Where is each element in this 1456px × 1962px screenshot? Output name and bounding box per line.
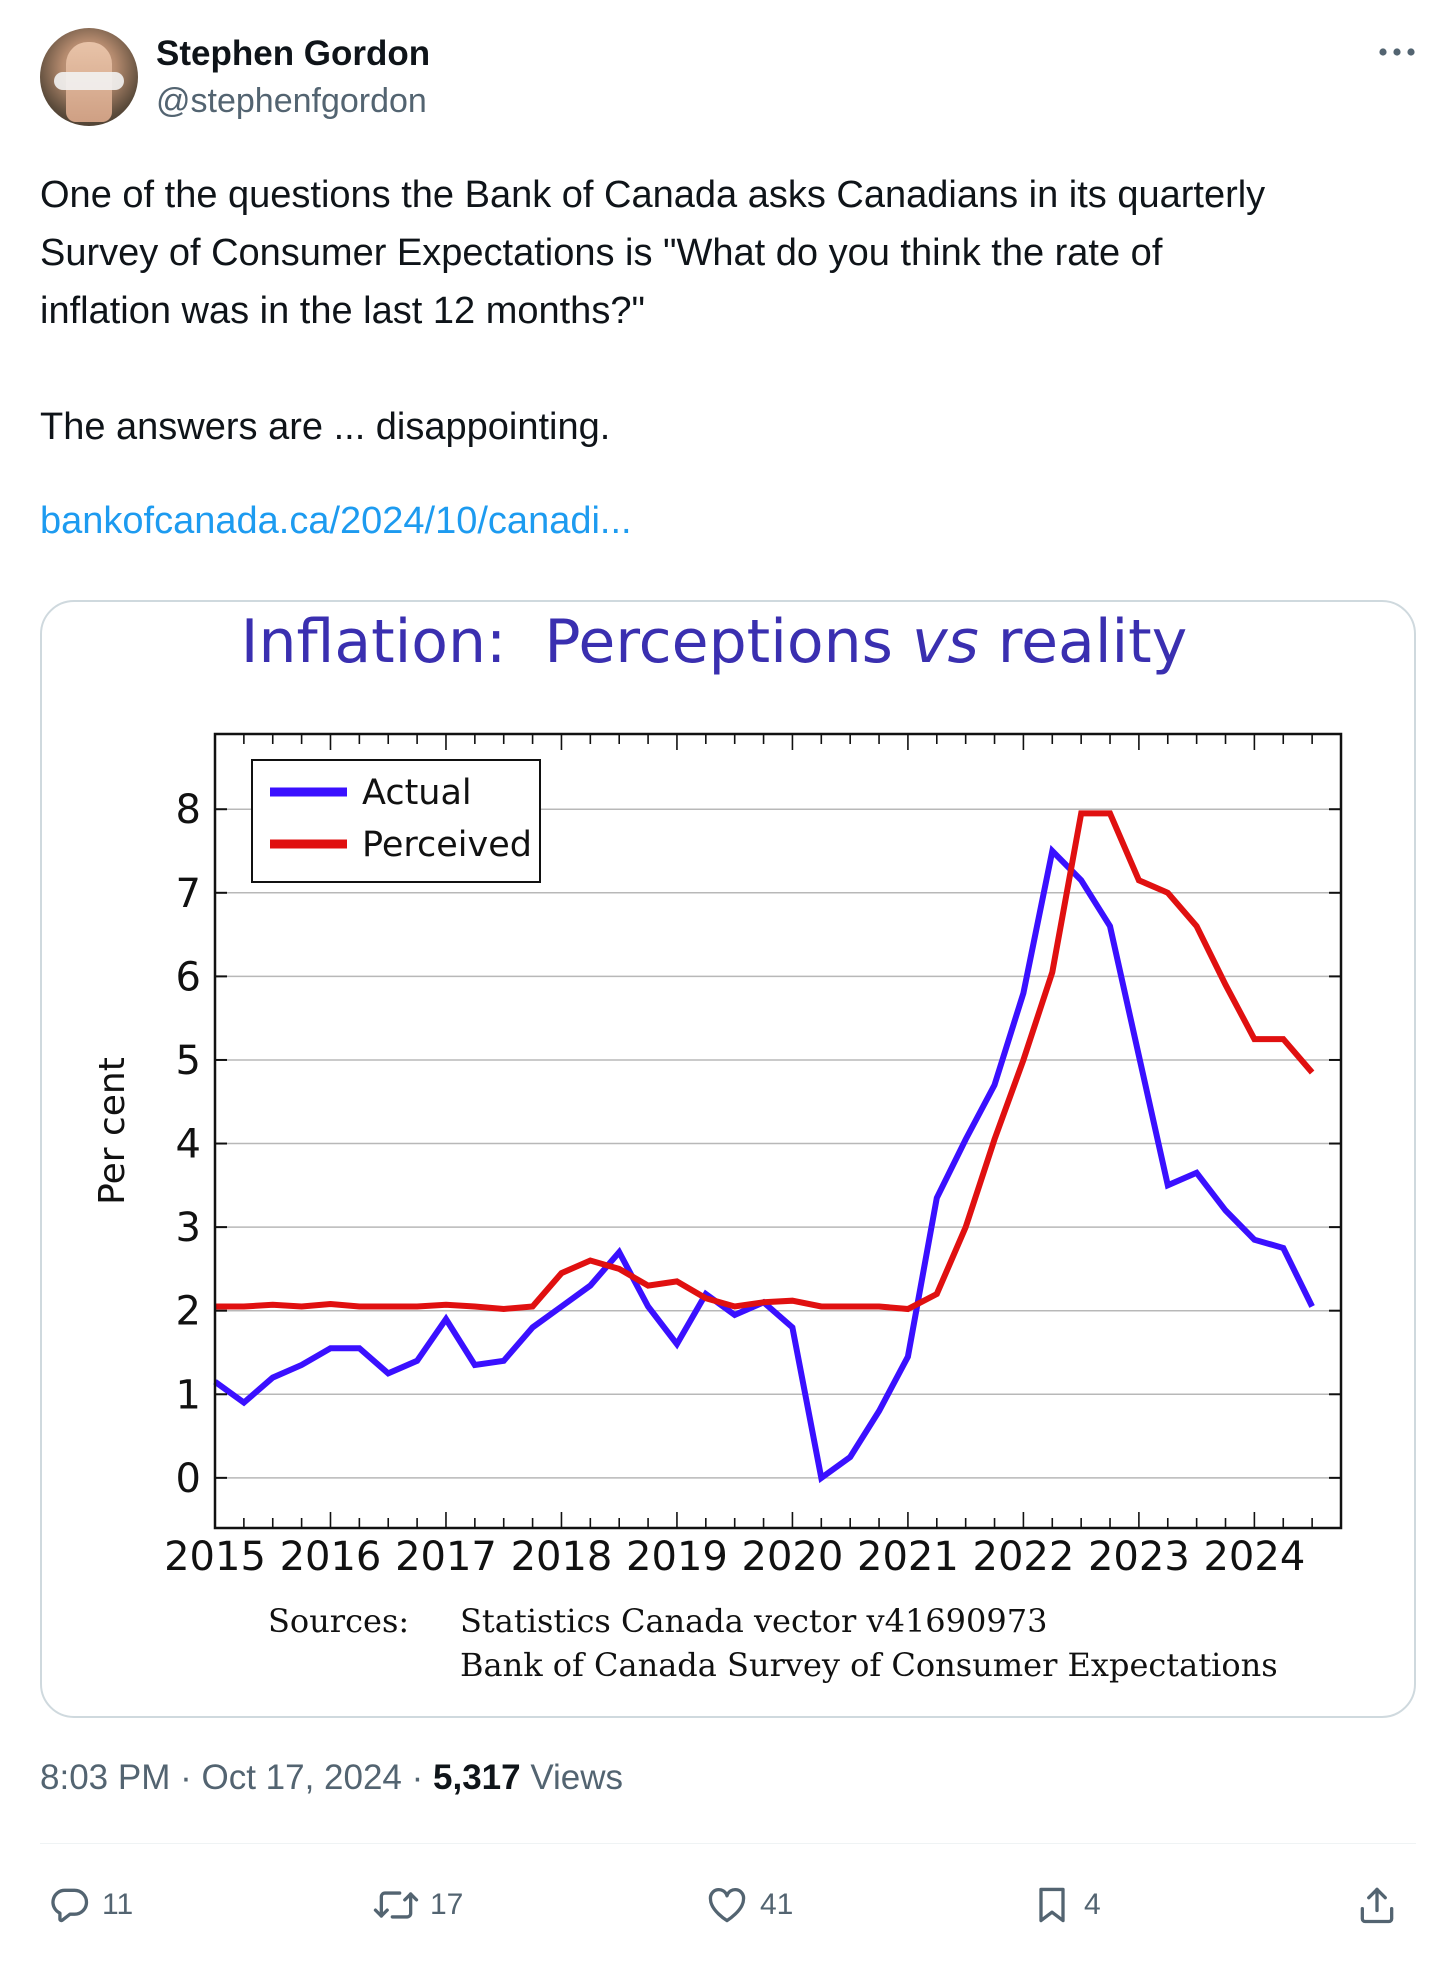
- legend-label-actual: Actual: [362, 773, 472, 813]
- repost-icon: [373, 1891, 419, 1919]
- labels-layer: 0 1 2 3 4 5 6 7 8 2015 2016 2017 2018 2019 2020 2021 202…: [164, 787, 1305, 1580]
- author-name[interactable]: Stephen Gordon: [156, 34, 431, 73]
- tweet-text: One of the questions the Bank of Canada …: [40, 166, 1420, 550]
- x-tick-label: 2023: [1088, 1534, 1190, 1580]
- x-tick-label: 2018: [511, 1534, 613, 1580]
- x-tick-label: 2019: [626, 1534, 728, 1580]
- series-layer: [213, 810, 1315, 1484]
- y-tick-label: 8: [176, 787, 201, 833]
- repost-count: 17: [430, 1888, 464, 1921]
- tweet-date[interactable]: Oct 17, 2024: [201, 1758, 402, 1797]
- avatar[interactable]: [40, 28, 138, 126]
- y-tick-label: 1: [176, 1372, 201, 1418]
- repost-button[interactable]: 17: [372, 1880, 463, 1930]
- more-icon: [1379, 48, 1415, 56]
- tweet-text-line: The answers are ... disappointing.: [40, 406, 611, 448]
- views-label: Views: [520, 1758, 624, 1797]
- tweet-text-line: Survey of Consumer Expectations is "What…: [40, 232, 1163, 274]
- like-count: 41: [760, 1888, 794, 1921]
- x-tick-label: 2020: [742, 1534, 844, 1580]
- y-tick-label: 0: [176, 1456, 201, 1502]
- y-axis-label: Per cent: [92, 1057, 133, 1205]
- reply-icon: [51, 1888, 89, 1923]
- reply-count: 11: [102, 1888, 134, 1921]
- tweet-link[interactable]: bankofcanada.ca/2024/10/canadi...: [40, 500, 632, 542]
- y-tick-label: 4: [176, 1122, 201, 1168]
- meta-separator: ·: [401, 1758, 433, 1797]
- legend: Actual Perceived: [251, 759, 541, 883]
- x-tick-label: 2016: [280, 1534, 382, 1580]
- series-line-actual: [213, 844, 1315, 1484]
- chart-card[interactable]: Inflation: Perceptions vs reality 0 1 2 3 4 5…: [40, 600, 1416, 1718]
- y-tick-label: 6: [176, 954, 201, 1000]
- x-tick-label: 2021: [857, 1534, 959, 1580]
- x-tick-label: 2015: [164, 1534, 266, 1580]
- chart: Inflation: Perceptions vs reality 0 1 2 3 4 5…: [92, 607, 1343, 1684]
- tweet-time[interactable]: 8:03 PM: [40, 1758, 171, 1797]
- legend-label-perceived: Perceived: [362, 825, 532, 865]
- x-tick-label: 2017: [395, 1534, 497, 1580]
- bookmark-count: 4: [1084, 1888, 1101, 1921]
- author-handle[interactable]: @stephenfgordon: [156, 82, 427, 120]
- y-tick-label: 5: [176, 1038, 201, 1084]
- series-line-perceived: [215, 810, 1315, 1313]
- x-tick-label: 2022: [973, 1534, 1075, 1580]
- bookmark-icon: [1039, 1887, 1065, 1923]
- reply-button[interactable]: 11: [48, 1880, 133, 1930]
- x-tick-label: 2024: [1203, 1534, 1305, 1580]
- share-button[interactable]: [1355, 1880, 1399, 1930]
- chart-title: Inflation: Perceptions vs reality: [241, 607, 1187, 677]
- bookmark-button[interactable]: 4: [1030, 1880, 1101, 1930]
- y-tick-label: 3: [176, 1205, 201, 1251]
- y-tick-label: 7: [176, 871, 201, 917]
- tweet-text-line: One of the questions the Bank of Canada …: [40, 174, 1266, 216]
- tweet-meta: 8:03 PM · Oct 17, 2024 · 5,317 Views: [40, 1758, 623, 1798]
- y-tick-label: 2: [176, 1289, 201, 1335]
- legend-box: [251, 759, 541, 883]
- source-line: Bank of Canada Survey of Consumer Expect…: [460, 1646, 1278, 1684]
- heart-icon: [708, 1887, 746, 1923]
- paragraph-gap: [40, 340, 1420, 398]
- share-icon: [1360, 1887, 1394, 1924]
- views-count: 5,317: [433, 1758, 521, 1797]
- plot-frame: [213, 732, 1343, 1530]
- source-line: Statistics Canada vector v41690973: [460, 1602, 1047, 1640]
- meta-separator: ·: [170, 1758, 202, 1797]
- divider: [40, 1843, 1416, 1844]
- like-button[interactable]: 41: [704, 1880, 793, 1930]
- sources-label: Sources:: [268, 1602, 409, 1640]
- avatar-towel: [54, 72, 124, 90]
- more-button[interactable]: [1372, 34, 1422, 74]
- grid-layer: [215, 808, 1341, 1479]
- tweet-text-line: inflation was in the last 12 months?": [40, 290, 645, 332]
- ticks-layer: [214, 734, 1342, 1528]
